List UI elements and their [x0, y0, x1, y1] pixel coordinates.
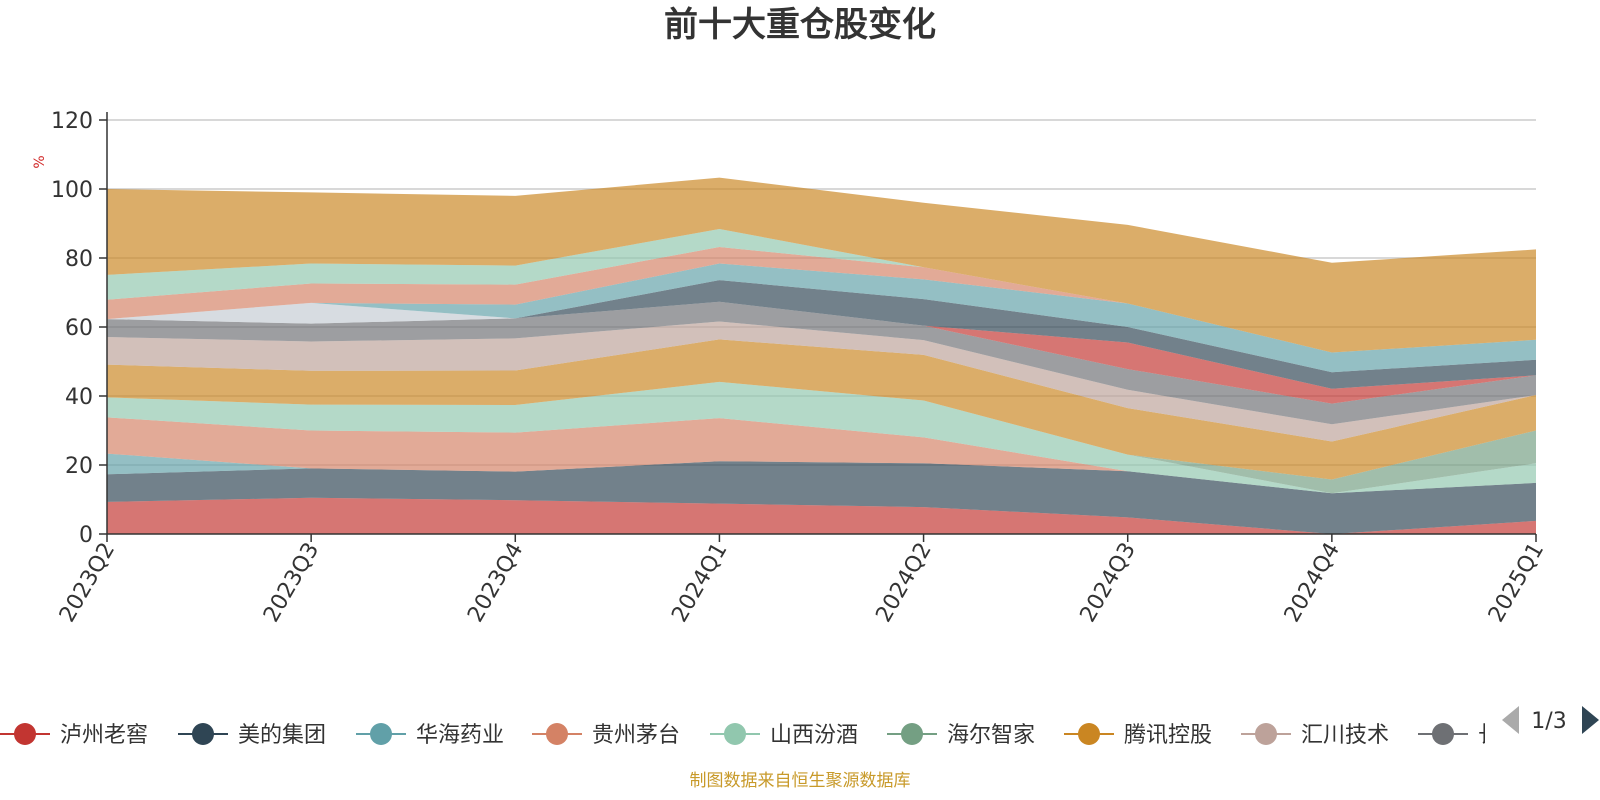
legend-page-indicator: 1/3: [1531, 709, 1566, 734]
legend-marker-icon: [370, 723, 392, 745]
y-tick-label: 120: [51, 109, 93, 134]
x-tick-label: 2024Q1: [667, 539, 732, 627]
legend-marker-icon: [14, 723, 36, 745]
area-series-5: [107, 381, 1536, 494]
x-tick-label: 2024Q3: [1076, 539, 1141, 627]
area-series-0: [107, 497, 1536, 534]
area-series: [107, 177, 1536, 534]
x-tick-label: 2023Q3: [259, 539, 324, 627]
legend-pager: 1/3: [1502, 706, 1599, 734]
area-series-16: [107, 177, 1536, 353]
y-tick-label: 60: [65, 316, 93, 341]
x-tick-label: 2025Q1: [1484, 539, 1549, 627]
area-series-13: [107, 263, 1536, 373]
y-tick-label: 40: [65, 385, 93, 410]
area-series-15: [107, 229, 1536, 353]
legend-item[interactable]: 山西汾酒: [710, 723, 858, 748]
legend-item[interactable]: 汇川技术: [1241, 723, 1389, 748]
legend-item[interactable]: 泸州老窖: [0, 723, 148, 748]
legend-label: 长江电力: [1478, 723, 1566, 748]
x-tick-label: 2023Q2: [55, 539, 120, 627]
area-series-7: [107, 321, 1536, 442]
legend-label: 泸州老窖: [60, 723, 148, 748]
legend-marker-icon: [1078, 723, 1100, 745]
y-tick-label: 100: [51, 178, 93, 203]
x-tick-label: 2024Q2: [871, 539, 936, 627]
y-tick-label: 0: [79, 523, 93, 548]
legend-marker-icon: [1432, 723, 1454, 745]
legend-marker-icon: [1255, 723, 1277, 745]
area-series-14: [107, 247, 1536, 353]
legend-label: 山西汾酒: [770, 723, 858, 748]
legend-marker-icon: [901, 723, 923, 745]
area-series-1: [107, 461, 1536, 534]
legend-item[interactable]: 腾讯控股: [1064, 723, 1212, 748]
area-series-12: [107, 280, 1536, 389]
area-series-4: [107, 381, 1536, 494]
legend-item[interactable]: 美的集团: [178, 723, 326, 748]
legend-prev-page-icon[interactable]: [1502, 706, 1519, 734]
legend-marker-icon: [192, 723, 214, 745]
x-tick-label: 2024Q4: [1280, 539, 1345, 627]
data-source-note: 制图数据来自恒生聚源数据库: [690, 771, 911, 791]
legend-label: 美的集团: [238, 723, 326, 748]
x-tick-label: 2023Q4: [463, 539, 528, 627]
legend-label: 贵州茅台: [592, 723, 680, 748]
legend-next-page-icon[interactable]: [1582, 706, 1599, 734]
legend-marker-icon: [724, 723, 746, 745]
legend-item[interactable]: 华海药业: [356, 723, 504, 748]
area-series-10: [107, 301, 1536, 404]
legend-item[interactable]: 贵州茅台: [532, 723, 680, 748]
area-series-8: [107, 301, 1536, 425]
legend-label: 汇川技术: [1301, 723, 1389, 748]
area-series-6: [107, 339, 1536, 480]
legend-marker-icon: [546, 723, 568, 745]
legend-label: 华海药业: [416, 723, 504, 748]
legend-label: 海尔智家: [947, 723, 1035, 748]
area-series-3: [107, 417, 1536, 494]
legend[interactable]: 泸州老窖 美的集团 华海药业 贵州茅台 山西汾酒 海尔智家 腾讯控股 汇川技术 长江电力: [0, 723, 1566, 748]
chart-title: 前十大重仓股变化: [664, 5, 936, 45]
y-tick-label: 80: [65, 247, 93, 272]
y-axis-unit: %: [32, 155, 48, 168]
legend-item[interactable]: 海尔智家: [887, 723, 1035, 748]
legend-item[interactable]: 长江电力: [1418, 723, 1566, 748]
y-tick-label: 20: [65, 454, 93, 479]
area-series-11: [107, 301, 1536, 404]
legend-label: 腾讯控股: [1124, 723, 1212, 748]
